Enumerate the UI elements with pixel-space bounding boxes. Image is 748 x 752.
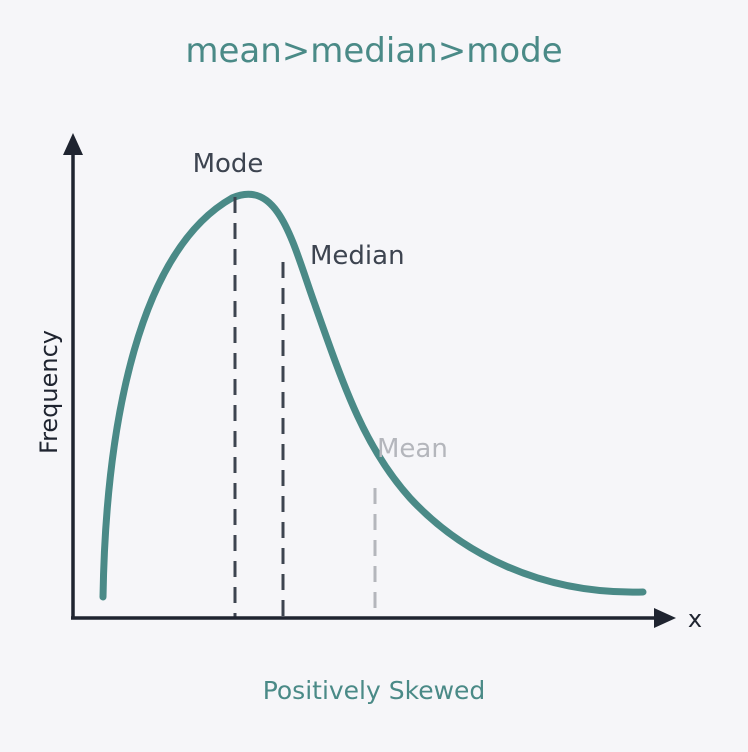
diagram-title: mean>median>mode (185, 31, 562, 71)
median-label: Median (310, 241, 405, 271)
mean-label: Mean (377, 434, 448, 464)
x-axis-arrow-icon (654, 608, 676, 628)
x-axis-label: x (688, 605, 702, 633)
distribution-curve (99, 190, 647, 601)
diagram-caption: Positively Skewed (263, 676, 486, 705)
y-axis-label: Frequency (35, 330, 63, 454)
y-axis-arrow-icon (63, 133, 83, 155)
mode-label: Mode (193, 149, 264, 179)
